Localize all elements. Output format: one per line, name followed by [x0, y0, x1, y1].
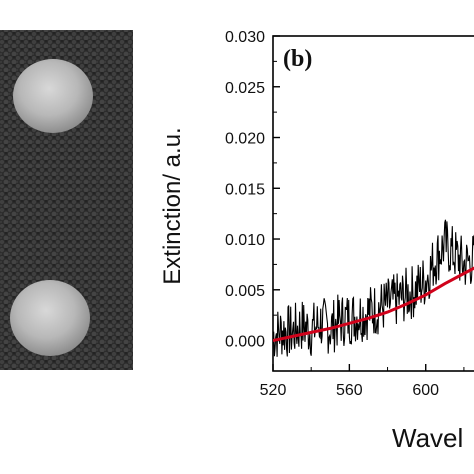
x-tick-label: 600 [412, 382, 439, 399]
nanoparticle-bottom [10, 280, 90, 356]
measured-series-line [273, 219, 474, 357]
y-tick-label: 0.015 [225, 181, 265, 198]
x-axis-title: Wavel [392, 423, 463, 453]
y-tick-label: 0.010 [225, 232, 265, 249]
x-tick-label: 560 [336, 382, 363, 399]
y-tick-label: 0.025 [225, 80, 265, 97]
fit-series-line [273, 266, 474, 342]
y-axis-title: Extinction/ a.u. [159, 127, 186, 284]
y-tick-label: 0.005 [225, 283, 265, 300]
x-tick-label: 520 [260, 382, 287, 399]
nanoparticle-top [13, 59, 93, 133]
sem-image [0, 30, 133, 370]
panel-label: (b) [283, 46, 312, 72]
y-tick-label: 0.000 [225, 334, 265, 351]
y-tick-label: 0.030 [225, 29, 265, 46]
y-axis: 0.000 0.005 0.010 0.015 0.020 0.025 0.030 [225, 29, 280, 351]
y-tick-label: 0.020 [225, 131, 265, 148]
plot-frame [272, 35, 474, 372]
x-axis: 520 560 600 [260, 364, 465, 399]
